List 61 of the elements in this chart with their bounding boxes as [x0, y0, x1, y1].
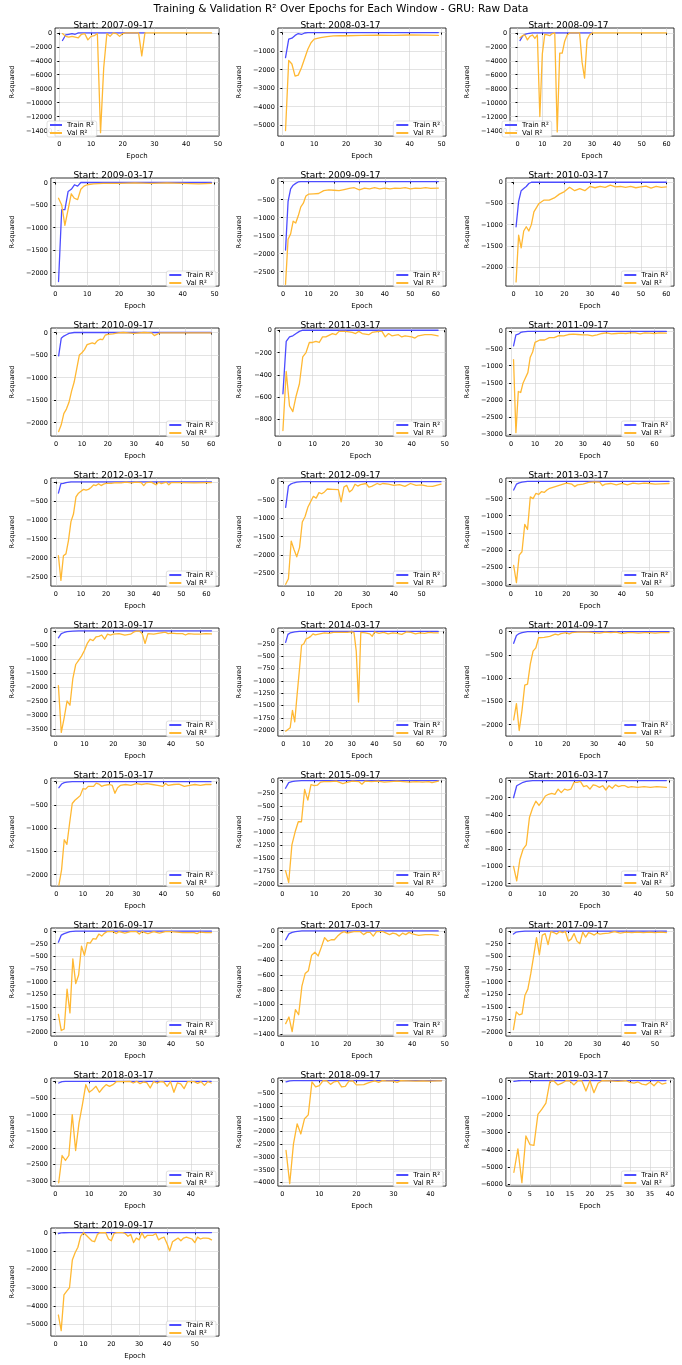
line-series [58, 781, 212, 789]
line-series [285, 180, 440, 251]
chart-title: Start: 2007-09-17 [73, 19, 154, 30]
line-series [57, 630, 213, 639]
line-series [58, 782, 212, 886]
chart-title: Start: 2019-03-17 [528, 1069, 609, 1080]
line-series [285, 779, 440, 789]
line-series [57, 481, 213, 494]
chart-title: Start: 2017-03-17 [300, 919, 381, 930]
chart-title: Start: 2011-09-17 [528, 319, 609, 330]
line-series [57, 182, 213, 226]
chart-title: Start: 2015-09-17 [300, 769, 381, 780]
line-series [515, 181, 667, 228]
line-series [61, 32, 213, 134]
line-series [58, 1080, 212, 1184]
chart-title: Start: 2011-03-17 [300, 319, 381, 330]
chart-title: Start: 2014-03-17 [300, 619, 381, 630]
chart-title: Start: 2018-03-17 [73, 1069, 154, 1080]
chart-title: Start: 2013-09-17 [73, 619, 154, 630]
line-series [512, 631, 670, 644]
line-series [57, 630, 213, 734]
chart-title: Start: 2017-09-17 [528, 919, 609, 930]
line-series [512, 330, 667, 347]
chart-title: Start: 2018-09-17 [300, 1069, 381, 1080]
line-series [57, 930, 213, 943]
line-series [285, 780, 440, 884]
line-series [512, 930, 667, 1031]
line-series [512, 481, 670, 584]
line-series [285, 482, 442, 585]
line-series [285, 1079, 443, 1185]
line-series [512, 480, 670, 491]
chart-title: Start: 2009-03-17 [73, 169, 154, 180]
chart-title: Start: 2019-09-17 [73, 1219, 154, 1230]
line-series [285, 187, 440, 285]
line-series [285, 31, 440, 59]
line-series [285, 931, 440, 1033]
chart-title: Start: 2010-09-17 [73, 319, 154, 330]
line-series [285, 930, 440, 941]
line-series [285, 630, 440, 643]
chart-title: Start: 2015-03-17 [73, 769, 154, 780]
chart-title: Start: 2013-03-17 [528, 469, 609, 480]
chart-title: Start: 2014-09-17 [528, 619, 609, 630]
line-series [282, 329, 440, 395]
line-series [58, 331, 212, 433]
line-series [512, 779, 667, 799]
chart-title: Start: 2016-09-17 [73, 919, 154, 930]
line-series [518, 32, 667, 133]
line-series [518, 32, 593, 42]
chart-title: Start: 2012-03-17 [73, 469, 154, 480]
line-series [285, 481, 442, 508]
chart-title: Start: 2012-09-17 [300, 469, 381, 480]
line-series [512, 332, 667, 434]
line-series [57, 181, 213, 283]
line-series [512, 1080, 667, 1184]
chart-title: Start: 2016-03-17 [528, 769, 609, 780]
chart-title: Start: 2010-03-17 [528, 169, 609, 180]
chart-title: Start: 2009-09-17 [300, 169, 381, 180]
chart-title: Start: 2008-09-17 [528, 19, 609, 30]
line-series [515, 184, 667, 283]
chart-title: Start: 2008-03-17 [300, 19, 381, 30]
text: Training & Validation R² Over Epochs for Each Window - GRU: Raw Data [152, 2, 530, 14]
